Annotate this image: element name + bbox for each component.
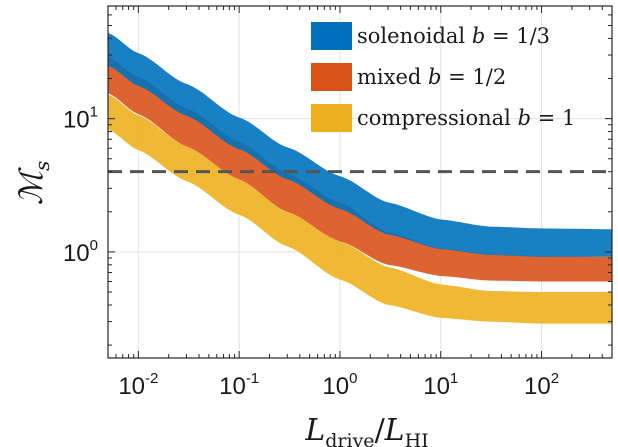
axis-ticks: 10-2 10-1 100 101 102 100 101 [63, 5, 613, 400]
legend-label: solenoidal b = 1/3 [357, 24, 550, 48]
band-compressional [108, 94, 612, 324]
y-tick-label: 100 [63, 237, 98, 267]
band-mixed [108, 57, 612, 282]
legend-label: compressional b = 1 [357, 106, 575, 130]
plot-frame [107, 5, 613, 359]
x-tick-label: 10-2 [118, 370, 158, 400]
x-tick-label: 102 [524, 370, 559, 400]
x-axis-label: Ldrive/LHI [304, 413, 428, 447]
y-tick-label: 101 [63, 104, 98, 134]
legend-label: mixed b = 1/2 [357, 65, 506, 89]
legend-swatch [311, 63, 352, 91]
legend-swatch [311, 22, 352, 50]
data-bands [108, 32, 612, 324]
x-tick-label: 101 [423, 370, 458, 400]
legend-swatch [311, 104, 352, 132]
x-tick-label: 10-1 [219, 370, 259, 400]
y-axis-label: ℳs [12, 161, 54, 205]
band-solenoidal [108, 32, 612, 257]
legend: solenoidal b = 1/3 mixed b = 1/2 compressi… [311, 22, 575, 132]
x-tick-label: 100 [322, 370, 357, 400]
